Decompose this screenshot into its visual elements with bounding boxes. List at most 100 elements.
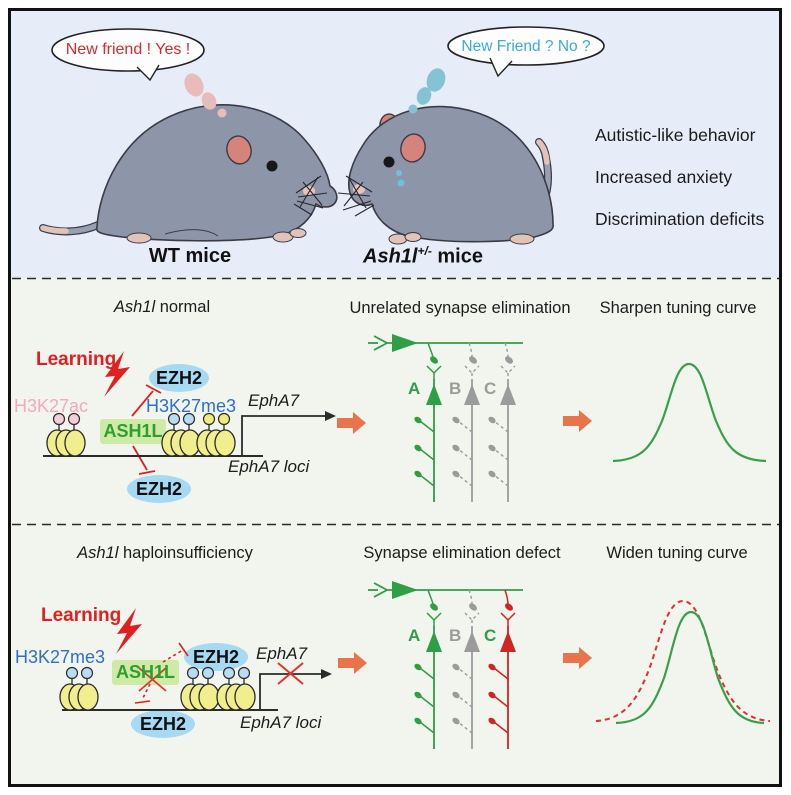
mutant-allele-sup: +/- bbox=[417, 244, 432, 258]
normal-ezh2-bottom-label: EZH2 bbox=[135, 479, 182, 499]
normal-h3k27ac-label: H3K27ac bbox=[14, 396, 89, 416]
normal-tuning-title: Sharpen tuning curve bbox=[599, 299, 757, 317]
nucleosome-group-me3 bbox=[161, 412, 201, 457]
normal-tuning-curve-green bbox=[615, 610, 765, 725]
mutant-mouse-front-paw-2 bbox=[404, 232, 422, 242]
normal-epha7-label: EphA7 bbox=[248, 391, 300, 410]
normal-learning-label: Learning bbox=[36, 349, 117, 370]
haplo-neuron-diagram bbox=[368, 581, 523, 749]
haplo-ezh2-bottom-label: EZH2 bbox=[139, 714, 186, 734]
wt-speech-text: New friend ! Yes ! bbox=[65, 41, 191, 58]
wt-thought-dot-2 bbox=[201, 92, 217, 110]
haplo-synapse-title: Synapse elimination defect bbox=[363, 544, 561, 562]
normal-neuron-diagram bbox=[368, 334, 523, 502]
mutant-mouse-rear-paw bbox=[509, 233, 535, 245]
nucleosome-group-3 bbox=[196, 412, 236, 457]
normal-ezh2-top-label: EZH2 bbox=[155, 368, 202, 388]
ash1l-crossed-x-icon bbox=[138, 667, 167, 692]
mutant-speech-text: New Friend ? No ? bbox=[461, 38, 591, 55]
wt-mouse-whiskers bbox=[293, 175, 328, 216]
normal-h3k27me3-label: H3K27me3 bbox=[146, 396, 237, 416]
epha7-blocked-x-icon bbox=[277, 662, 304, 685]
mutant-thought-dot-2 bbox=[416, 87, 432, 105]
haplo-neuron-c-label: C bbox=[484, 626, 497, 645]
figure-border bbox=[8, 8, 782, 787]
normal-epha7-loci-label: EphA7 loci bbox=[228, 457, 310, 476]
mutant-mouse-tear-1 bbox=[396, 170, 402, 176]
mutant-thought-dot-3 bbox=[408, 104, 418, 114]
nucleosome-group-1 bbox=[59, 666, 99, 711]
widened-tuning-curve-red bbox=[595, 599, 771, 722]
flow-arrow bbox=[563, 410, 592, 432]
haplo-neuron-a-label: A bbox=[408, 626, 421, 645]
ezh2-bubble-top bbox=[149, 364, 209, 392]
behavior-item-2: Increased anxiety bbox=[595, 167, 733, 187]
mutant-mouse-illustration bbox=[337, 105, 554, 245]
mutant-mouse-whiskers bbox=[337, 175, 375, 217]
inhibit-tbar-up bbox=[131, 384, 162, 417]
inhibit-tbar-up-dashed bbox=[162, 642, 189, 663]
axon-terminal bbox=[392, 334, 418, 352]
haplo-tuning-title: Widen tuning curve bbox=[606, 544, 748, 562]
mutant-speech-bubble bbox=[408, 26, 605, 114]
haplo-epha7-label: EphA7 bbox=[256, 644, 308, 663]
ash1l-box bbox=[100, 419, 166, 444]
axon-input bbox=[368, 582, 388, 598]
normal-neuron-c-label: C bbox=[484, 379, 497, 398]
haplo-ash1l-label: ASH1L bbox=[115, 662, 175, 682]
wt-mouse-leg-line bbox=[164, 229, 219, 237]
nucleosome-group-3 bbox=[216, 666, 256, 711]
wt-speech-bubble bbox=[51, 28, 227, 118]
wt-mouse-label: WT mice bbox=[148, 245, 232, 267]
flow-arrow bbox=[338, 652, 367, 674]
neuron-a bbox=[414, 342, 442, 502]
behavior-item-1: Autistic-like behavior bbox=[595, 125, 756, 145]
mutant-label-rest: mice bbox=[431, 245, 483, 268]
promoter-arrowhead bbox=[325, 411, 336, 421]
mutant-mouse-front-paw bbox=[388, 233, 408, 245]
nucleosome-group-2 bbox=[180, 666, 220, 711]
neuron-b bbox=[452, 342, 480, 502]
neuron-a bbox=[414, 589, 442, 749]
wt-mouse-rear-paw bbox=[126, 232, 152, 244]
axon-terminal bbox=[392, 581, 418, 599]
ezh2-bubble-top bbox=[184, 643, 248, 671]
neuron-c-defect bbox=[488, 589, 516, 749]
behavior-item-3: Discrimination deficits bbox=[595, 209, 765, 229]
haplo-epha7-loci-label: EphA7 loci bbox=[240, 713, 322, 732]
haplo-panel-title: Ash1l haploinsufficiency bbox=[57, 544, 273, 562]
mutant-mouse-eye bbox=[383, 156, 395, 168]
wt-thought-dot-1 bbox=[184, 73, 204, 97]
normal-synapse-title: Unrelated synapse elimination bbox=[349, 299, 571, 317]
promoter-arrowhead bbox=[321, 669, 332, 679]
ezh2-bubble-bottom bbox=[127, 475, 191, 503]
normal-title-rest: normal bbox=[155, 298, 211, 316]
ezh2-bubble-bottom bbox=[131, 710, 195, 738]
neuron-b bbox=[452, 589, 480, 749]
flow-arrow bbox=[337, 412, 366, 434]
normal-molecular-diagram bbox=[43, 351, 336, 503]
wt-mouse-tail-tip bbox=[40, 225, 69, 234]
wt-mouse-body bbox=[95, 104, 338, 242]
bottom-panel-bg bbox=[11, 524, 780, 785]
haplo-h3k27me3-label: H3K27me3 bbox=[15, 647, 106, 667]
mutant-thought-dot-1 bbox=[426, 68, 446, 92]
haplo-title-rest: haploinsufficiency bbox=[118, 544, 253, 562]
inhibit-tbar-down-dashed bbox=[134, 683, 151, 704]
wt-thought-dot-3 bbox=[217, 108, 227, 118]
wt-mouse-front-paw-2 bbox=[289, 228, 307, 238]
haplo-ezh2-top-label: EZH2 bbox=[192, 647, 239, 667]
haplo-neuron-b-label: B bbox=[449, 626, 462, 645]
promoter-arrow bbox=[241, 415, 325, 456]
haplo-learning-label: Learning bbox=[41, 605, 122, 626]
normal-panel-title: Ash1l normal bbox=[82, 298, 242, 316]
lightning-icon bbox=[116, 608, 142, 654]
mutant-mouse-ear-front bbox=[400, 133, 426, 163]
axon-input bbox=[368, 335, 388, 351]
normal-neuron-a-label: A bbox=[408, 379, 421, 398]
haplo-molecular-diagram bbox=[59, 608, 332, 738]
mutant-gene-name: Ash1l bbox=[363, 245, 418, 268]
normal-title-gene: Ash1l bbox=[113, 298, 156, 316]
